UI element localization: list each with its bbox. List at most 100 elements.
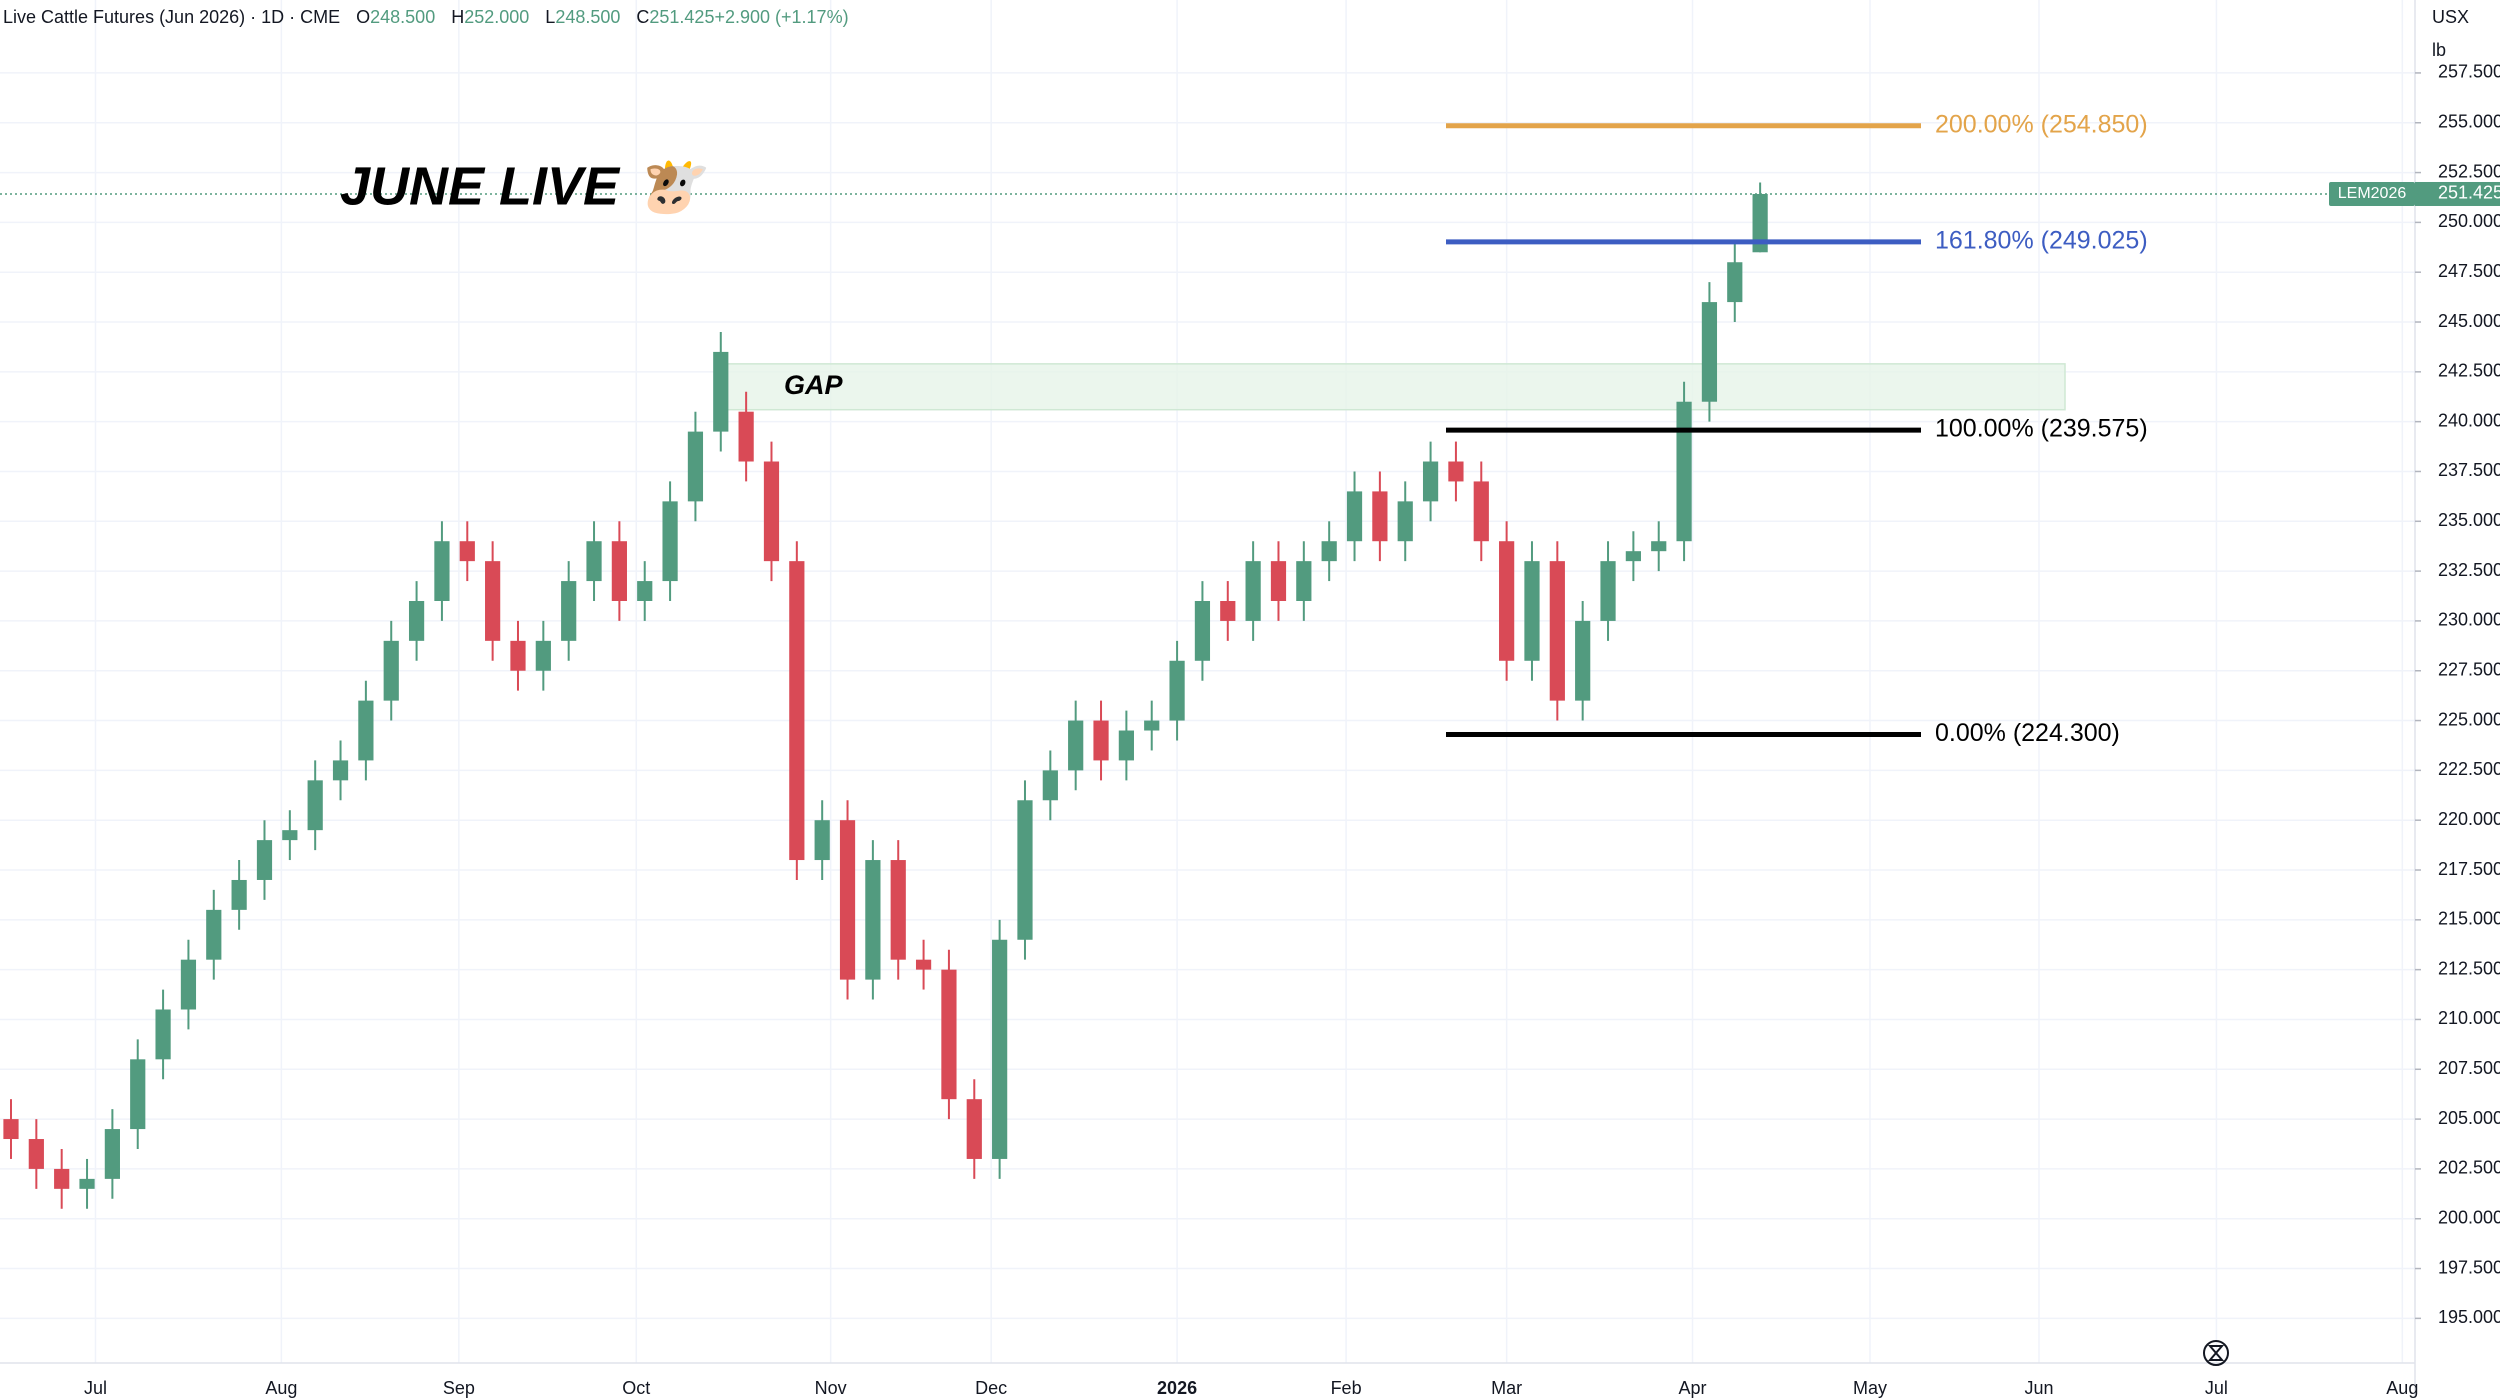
candle-body xyxy=(966,1099,982,1159)
candle-body xyxy=(915,959,932,970)
x-tick-label: Jun xyxy=(2024,1378,2053,1398)
candle-body xyxy=(789,561,805,861)
y-tick-label: 227.500 xyxy=(2438,659,2500,679)
candle-body xyxy=(1346,491,1363,542)
candle-body xyxy=(839,820,856,980)
candle-body xyxy=(890,860,906,960)
candle-body xyxy=(54,1168,70,1189)
candle-body xyxy=(1194,600,1211,661)
y-tick-label: 212.500 xyxy=(2438,958,2500,978)
candle-body xyxy=(155,1009,171,1060)
fib-label: 0.00% (224.300) xyxy=(1935,719,2120,747)
candle-body xyxy=(1600,561,1616,621)
candle-body xyxy=(1676,401,1692,542)
candle-body xyxy=(434,541,450,601)
quote-key: C xyxy=(636,7,649,27)
candle-body xyxy=(358,700,374,761)
fib-label: 100.00% (239.575) xyxy=(1935,415,2148,443)
unit: lb xyxy=(2432,40,2446,60)
candle-body xyxy=(485,561,501,641)
quote-value: 248.500 xyxy=(370,7,435,27)
quote-value: 251.425 xyxy=(649,7,714,27)
header: Live Cattle Futures (Jun 2026) · 1D · CM… xyxy=(3,7,849,27)
x-tick-label: Oct xyxy=(622,1378,650,1398)
x-tick-label: Feb xyxy=(1331,1378,1362,1398)
y-tick-label: 235.000 xyxy=(2438,510,2500,530)
price-badge-label: 251.425 xyxy=(2438,183,2500,203)
candle-body xyxy=(637,581,653,601)
timeframe-icon[interactable] xyxy=(2203,1340,2229,1366)
y-tick-label: 197.500 xyxy=(2438,1257,2500,1277)
candle-body xyxy=(1144,720,1160,731)
quote-key: L xyxy=(545,7,555,27)
y-tick-label: 247.500 xyxy=(2438,261,2500,281)
fib-label: 161.80% (249.025) xyxy=(1935,226,2148,254)
candle-body xyxy=(1169,660,1185,721)
candle-body xyxy=(561,581,577,641)
x-tick-label: Mar xyxy=(1491,1378,1522,1398)
candle-body xyxy=(1017,800,1033,940)
candle-body xyxy=(586,541,602,582)
y-tick-label: 217.500 xyxy=(2438,859,2500,879)
candle-body xyxy=(662,501,678,582)
y-tick-label: 205.000 xyxy=(2438,1108,2500,1128)
candle-body xyxy=(1422,461,1439,502)
candle-body xyxy=(865,860,881,980)
x-tick-label: Jul xyxy=(84,1378,107,1398)
candle-body xyxy=(1296,561,1312,601)
y-tick-label: 195.000 xyxy=(2438,1307,2500,1327)
price-badge xyxy=(2415,181,2500,206)
candle-body xyxy=(79,1178,95,1189)
y-tick-label: 252.500 xyxy=(2438,161,2500,181)
candle-body xyxy=(535,640,551,671)
x-tick-label: May xyxy=(1853,1378,1887,1398)
gap-zone xyxy=(724,363,2066,411)
candle-body xyxy=(307,780,323,831)
candle-body xyxy=(1625,551,1641,562)
candle-body xyxy=(1701,302,1718,402)
candle-body xyxy=(1524,561,1540,661)
candle-body xyxy=(611,541,627,601)
candle-body xyxy=(1473,481,1489,542)
y-tick-label: 207.500 xyxy=(2438,1058,2500,1078)
annotation: JUNE LIVE 🐮 xyxy=(340,156,710,216)
y-tick-label: 225.000 xyxy=(2438,709,2500,729)
candle-body xyxy=(1575,620,1591,701)
candle-body xyxy=(1752,193,1768,253)
candle-body xyxy=(1220,600,1236,621)
quote-key: O xyxy=(356,7,370,27)
quote-value: +2.900 (+1.17%) xyxy=(714,7,848,27)
candle-body xyxy=(206,909,222,960)
icon-glyph[interactable] xyxy=(2207,1345,2225,1361)
candle-body xyxy=(1549,561,1565,701)
candle-body xyxy=(282,830,298,841)
y-tick-label: 222.500 xyxy=(2438,759,2500,779)
candle-body xyxy=(180,959,197,1010)
candle-body xyxy=(1499,541,1515,661)
candle-body xyxy=(1042,770,1058,801)
x-tick-label: Nov xyxy=(815,1378,847,1398)
candle-body xyxy=(992,939,1008,1159)
candle-body xyxy=(510,640,526,671)
gap-label: GAP xyxy=(784,370,844,400)
y-tick-label: 232.500 xyxy=(2438,560,2500,580)
plot xyxy=(0,182,2415,1209)
y-tick-label: 220.000 xyxy=(2438,809,2500,829)
y-tick-label: 255.000 xyxy=(2438,111,2500,131)
candle-body xyxy=(738,411,754,462)
y-tick-label: 242.500 xyxy=(2438,361,2500,381)
candle-body xyxy=(130,1059,146,1130)
candle-body xyxy=(332,760,349,781)
candle-body xyxy=(1093,720,1109,761)
icon-ring[interactable] xyxy=(2203,1340,2229,1366)
x-tick-label: Aug xyxy=(265,1378,297,1398)
candle-body xyxy=(1245,561,1261,621)
y-tick-label: 250.000 xyxy=(2438,211,2500,231)
y-tick-label: 237.500 xyxy=(2438,460,2500,480)
y-tick-label: 202.500 xyxy=(2438,1158,2500,1178)
symbol-badge-label: LEM2026 xyxy=(2338,185,2407,202)
candle-body xyxy=(28,1139,44,1169)
candle-body xyxy=(256,840,273,880)
quote-key: H xyxy=(451,7,464,27)
